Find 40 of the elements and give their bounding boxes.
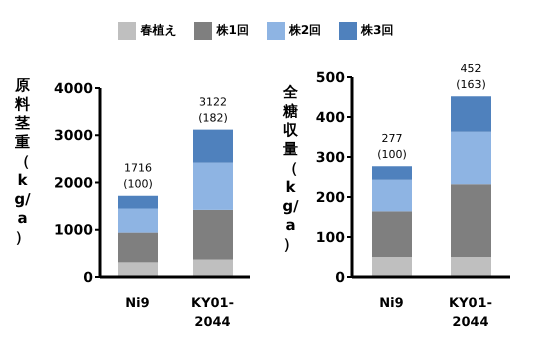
y-tick-label: 500 bbox=[316, 70, 346, 86]
bar bbox=[118, 208, 158, 233]
legend-label: 春植え bbox=[140, 23, 176, 38]
total-label: 277 (100) bbox=[377, 132, 407, 162]
y-tick-label: 2000 bbox=[54, 175, 94, 192]
bar bbox=[372, 180, 412, 212]
y-tick-label: 400 bbox=[316, 110, 346, 126]
bar bbox=[118, 196, 158, 208]
bar bbox=[451, 257, 491, 277]
bar bbox=[451, 184, 491, 257]
bar bbox=[372, 211, 412, 257]
y-tick-label: 300 bbox=[316, 150, 346, 166]
bar bbox=[193, 162, 233, 210]
x-tick-label: Ni9 bbox=[379, 296, 404, 311]
y-tick-label: 0 bbox=[335, 270, 346, 286]
bar bbox=[372, 166, 412, 180]
y-tick-label: 1000 bbox=[54, 222, 94, 239]
total-label: 3122 (182) bbox=[198, 96, 228, 125]
total-label: 452 (163) bbox=[456, 62, 486, 92]
text: 原料茎重（kg/a） bbox=[14, 76, 31, 246]
y-tick-label: 4000 bbox=[54, 80, 94, 97]
legend-label: 株2回 bbox=[288, 23, 322, 38]
bar bbox=[193, 210, 233, 260]
x-tick-label: KY01-2044 bbox=[449, 296, 492, 330]
x-tick-label: KY01-2044 bbox=[191, 296, 234, 330]
y-tick-label: 3000 bbox=[54, 128, 94, 144]
x-tick-label: Ni9 bbox=[125, 296, 150, 311]
bar bbox=[193, 130, 233, 163]
legend-label: 株3回 bbox=[361, 23, 394, 38]
bar bbox=[451, 132, 491, 184]
y-tick-label: 200 bbox=[316, 190, 346, 206]
bar bbox=[118, 232, 158, 262]
legend-label: 株1回 bbox=[216, 23, 249, 38]
total-label: 1716 (100) bbox=[123, 162, 153, 191]
bar bbox=[451, 96, 491, 132]
bar bbox=[372, 257, 412, 277]
y-tick-label: 100 bbox=[316, 230, 346, 246]
bar bbox=[193, 260, 233, 277]
y-tick-label: 0 bbox=[83, 270, 94, 286]
text: 全糖収量（kg/a） bbox=[282, 83, 299, 253]
